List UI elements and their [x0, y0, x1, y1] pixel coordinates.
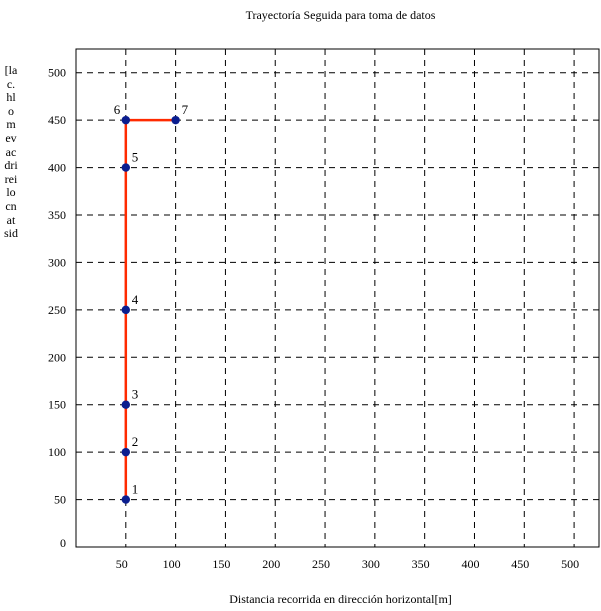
x-axis-label: Distancia recorrida en dirección horizon…: [229, 592, 452, 606]
y-tick-label: 200: [48, 350, 66, 364]
point-label: 4: [132, 292, 139, 307]
y-tick-label: 50: [54, 493, 66, 507]
x-tick-label: 350: [412, 557, 430, 571]
x-tick-label: 450: [511, 557, 529, 571]
data-point: [171, 115, 180, 125]
y-tick-label: 350: [48, 208, 66, 222]
point-label: 7: [182, 102, 189, 117]
y-tick-label: 250: [48, 303, 66, 317]
y-tick-label: 100: [48, 445, 66, 459]
x-tick-label: 50: [116, 557, 128, 571]
point-label: 5: [132, 150, 139, 165]
x-tick-label: 200: [262, 557, 280, 571]
data-point: [121, 447, 131, 457]
y-tick-label: 0: [60, 536, 66, 550]
x-tick-label: 100: [163, 557, 181, 571]
data-point: [121, 305, 131, 315]
x-tick-label: 250: [312, 557, 330, 571]
x-tick-label: 150: [212, 557, 230, 571]
point-label: 3: [132, 387, 139, 402]
data-point: [121, 495, 131, 504]
x-tick-label: 500: [561, 557, 579, 571]
y-tick-label: 150: [48, 398, 66, 412]
data-point: [121, 115, 131, 125]
y-tick-label: 500: [48, 66, 66, 80]
chart-title: Trayectoría Seguida para toma de datos: [245, 8, 436, 22]
x-tick-label: 300: [362, 557, 380, 571]
y-tick-label: 450: [48, 113, 66, 127]
plot-frame: [75, 48, 600, 548]
data-point: [121, 163, 131, 172]
point-label: 1: [132, 482, 139, 497]
data-point: [121, 400, 131, 409]
y-tick-label: 300: [48, 255, 66, 269]
point-label: 6: [114, 102, 121, 117]
y-axis-label: [lac.hlomevacdrireilocnat sid: [4, 63, 19, 241]
y-tick-label: 400: [48, 161, 66, 175]
point-label: 2: [132, 434, 139, 449]
x-tick-label: 400: [461, 557, 479, 571]
